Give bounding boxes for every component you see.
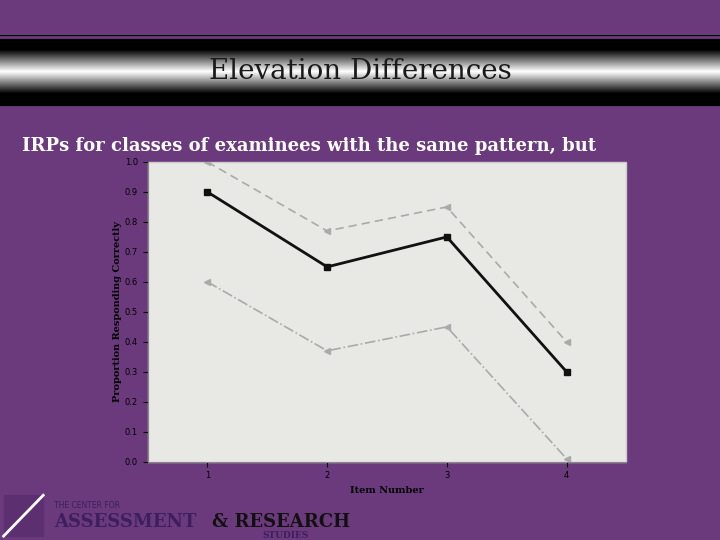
Text: ASSESSMENT: ASSESSMENT (54, 512, 197, 530)
Text: IRPs for classes of examinees with the same pattern, but: IRPs for classes of examinees with the s… (22, 137, 595, 156)
Text: differences in elevation: differences in elevation (241, 179, 479, 198)
Text: & RESEARCH: & RESEARCH (212, 512, 351, 530)
Y-axis label: Proportion Responding Correctly: Proportion Responding Correctly (113, 221, 122, 402)
Text: Elevation Differences: Elevation Differences (209, 58, 511, 85)
Bar (4, 495, 43, 536)
Text: THE CENTER FOR: THE CENTER FOR (54, 501, 120, 510)
Text: STUDIES: STUDIES (263, 531, 309, 539)
X-axis label: Item Number: Item Number (350, 486, 424, 495)
